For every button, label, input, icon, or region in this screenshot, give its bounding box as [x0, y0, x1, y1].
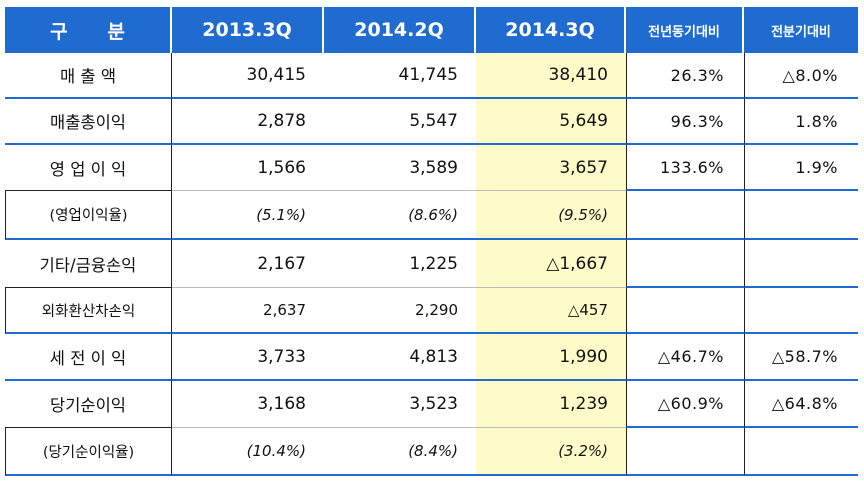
value-2014-3q: △457	[476, 288, 626, 334]
value-2013-3q: 1,566	[172, 145, 324, 191]
value-2014-3q: 38,410	[476, 53, 626, 99]
row-label: 세 전 이 익	[5, 334, 172, 381]
value-2014-2q: 4,813	[324, 334, 476, 381]
value-yoy	[626, 288, 744, 334]
value-2014-3q: 3,657	[476, 145, 626, 191]
row-label: 기타/금융손익	[5, 240, 172, 288]
financial-results-table: 구 분 2013.3Q 2014.2Q 2014.3Q 전년동기대비 전분기대비…	[5, 7, 858, 476]
table-row: 매출총이익 2,878 5,547 5,649 96.3% 1.8%	[5, 99, 858, 145]
value-2014-2q: 1,225	[324, 240, 476, 288]
value-2014-3q: △1,667	[476, 240, 626, 288]
value-2014-2q: 3,589	[324, 145, 476, 191]
row-label: (영업이익율)	[5, 191, 172, 240]
value-2014-2q: 3,523	[324, 381, 476, 428]
value-2013-3q: 2,637	[172, 288, 324, 334]
value-qoq: 1.8%	[744, 99, 858, 145]
table-row: (당기순이익율) (10.4%) (8.4%) (3.2%)	[5, 428, 858, 476]
table-row: 매 출 액 30,415 41,745 38,410 26.3% △8.0%	[5, 53, 858, 99]
value-yoy	[626, 191, 744, 240]
table-row: 당기순이익 3,168 3,523 1,239 △60.9% △64.8%	[5, 381, 858, 428]
table-row: 외화환산차손익 2,637 2,290 △457	[5, 288, 858, 334]
value-yoy: 26.3%	[626, 53, 744, 99]
row-label: (당기순이익율)	[5, 428, 172, 476]
row-label: 매출총이익	[5, 99, 172, 145]
value-yoy: 96.3%	[626, 99, 744, 145]
table-row: 기타/금융손익 2,167 1,225 △1,667	[5, 240, 858, 288]
table-row: 영 업 이 익 1,566 3,589 3,657 133.6% 1.9%	[5, 145, 858, 191]
row-label: 외화환산차손익	[5, 288, 172, 334]
value-2013-3q: (5.1%)	[172, 191, 324, 240]
value-2014-3q: 1,990	[476, 334, 626, 381]
value-2013-3q: 2,878	[172, 99, 324, 145]
header-2014-3q: 2014.3Q	[476, 7, 626, 53]
value-2013-3q: 3,168	[172, 381, 324, 428]
value-qoq	[744, 191, 858, 240]
header-2014-2q: 2014.2Q	[324, 7, 476, 53]
value-qoq: 1.9%	[744, 145, 858, 191]
value-2014-2q: (8.4%)	[324, 428, 476, 476]
value-qoq: △8.0%	[744, 53, 858, 99]
value-qoq: △64.8%	[744, 381, 858, 428]
value-2013-3q: 3,733	[172, 334, 324, 381]
value-2014-3q: 5,649	[476, 99, 626, 145]
header-qoq: 전분기대비	[744, 7, 858, 53]
value-qoq: △58.7%	[744, 334, 858, 381]
value-2014-2q: 2,290	[324, 288, 476, 334]
value-yoy: △60.9%	[626, 381, 744, 428]
value-2014-2q: 41,745	[324, 53, 476, 99]
value-2013-3q: (10.4%)	[172, 428, 324, 476]
table-row: 세 전 이 익 3,733 4,813 1,990 △46.7% △58.7%	[5, 334, 858, 381]
value-qoq	[744, 240, 858, 288]
value-qoq	[744, 288, 858, 334]
value-yoy: △46.7%	[626, 334, 744, 381]
value-2013-3q: 30,415	[172, 53, 324, 99]
row-label: 당기순이익	[5, 381, 172, 428]
header-2013-3q: 2013.3Q	[172, 7, 324, 53]
value-yoy	[626, 240, 744, 288]
value-2014-3q: (9.5%)	[476, 191, 626, 240]
header-category: 구 분	[5, 7, 172, 53]
header-row: 구 분 2013.3Q 2014.2Q 2014.3Q 전년동기대비 전분기대비	[5, 7, 858, 53]
value-qoq	[744, 428, 858, 476]
table-row: (영업이익율) (5.1%) (8.6%) (9.5%)	[5, 191, 858, 240]
value-yoy: 133.6%	[626, 145, 744, 191]
row-label: 매 출 액	[5, 53, 172, 99]
value-2014-3q: (3.2%)	[476, 428, 626, 476]
value-2014-3q: 1,239	[476, 381, 626, 428]
header-yoy: 전년동기대비	[626, 7, 744, 53]
row-label: 영 업 이 익	[5, 145, 172, 191]
value-yoy	[626, 428, 744, 476]
value-2014-2q: (8.6%)	[324, 191, 476, 240]
value-2013-3q: 2,167	[172, 240, 324, 288]
value-2014-2q: 5,547	[324, 99, 476, 145]
